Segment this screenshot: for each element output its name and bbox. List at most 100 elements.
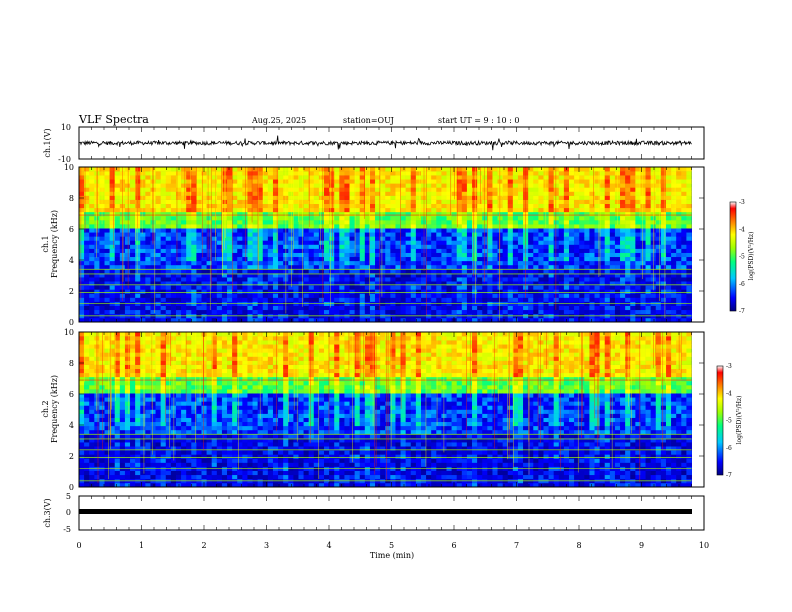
spectrogram-cell (574, 215, 580, 221)
spectrogram-cell (538, 211, 544, 217)
spectrogram-cell (247, 187, 253, 192)
spectrogram-cell (375, 224, 381, 229)
spectrogram-cell (150, 252, 156, 258)
spectrogram-cell (278, 199, 284, 205)
spectrogram-cell (257, 248, 264, 253)
spectrogram-cell (625, 203, 631, 209)
spectrogram-cell (324, 232, 330, 237)
spectrogram-cell (451, 273, 457, 278)
spectrogram-cell (109, 293, 116, 298)
spectrogram-cell (196, 309, 202, 315)
spectrogram-cell (130, 224, 136, 229)
spectrogram-cell (446, 224, 452, 229)
spectrogram-cell (170, 167, 177, 172)
spectrogram-cell (640, 244, 646, 249)
spectrogram-cell (104, 244, 110, 249)
spectrogram-cell (665, 248, 672, 253)
spectrogram-cell (130, 195, 136, 200)
spectrogram-cell (579, 195, 585, 200)
spectrogram-cell (574, 224, 580, 229)
spectrogram-cell (196, 224, 202, 229)
spectrogram-cell (461, 224, 468, 229)
spectrogram-cell (635, 273, 641, 278)
spectrogram-cell (89, 458, 95, 463)
spectrogram-cell (512, 191, 519, 196)
spectrogram-cell (426, 215, 432, 221)
spectrogram-cell (318, 195, 325, 200)
spectrogram-cell (339, 244, 345, 249)
spectrogram-cell (170, 317, 177, 323)
spectrogram-cell (94, 167, 100, 172)
spectrogram-cell (298, 309, 304, 315)
spectrogram-cell (512, 289, 519, 294)
spectrogram-cell (451, 285, 457, 290)
spectrogram-cell (620, 260, 626, 266)
spectrogram-cell (436, 277, 442, 282)
spectrogram-cell (272, 228, 279, 233)
spectrogram-cell (369, 268, 376, 274)
spectrogram-cell (507, 256, 514, 262)
spectrogram-cell (528, 293, 534, 298)
spectrogram-cell (99, 309, 105, 315)
spectrogram-cell (308, 277, 315, 282)
spectrogram-cell (308, 273, 315, 278)
spectrogram-cell (553, 293, 560, 298)
spectrogram-cell (426, 211, 432, 217)
spectrogram-cell (456, 264, 463, 270)
spectrogram-cell (252, 317, 258, 323)
spectrogram-cell (247, 281, 253, 286)
spectrogram-cell (569, 215, 575, 221)
spectrogram-cell (109, 285, 116, 290)
spectrogram-cell (84, 171, 90, 176)
spectrogram-cell (436, 289, 442, 294)
spectrogram-cell (89, 228, 95, 233)
spectrogram-cell (364, 236, 371, 241)
spectrogram-cell (227, 228, 233, 233)
spectrogram-cell (369, 252, 376, 258)
spectrogram-cell (84, 360, 90, 365)
spectrogram-cell (278, 191, 284, 196)
spectrogram-cell (79, 393, 85, 398)
spectrogram-cell (364, 203, 371, 209)
spectrogram-cell (420, 317, 427, 323)
spectrogram-cell (375, 248, 381, 253)
spectrogram-cell (369, 305, 376, 311)
spectrogram-cell (472, 207, 478, 213)
spectrogram-cell (227, 305, 233, 311)
spectrogram-cell (594, 268, 600, 274)
spectrogram-cell (124, 248, 131, 253)
spectrogram-cell (155, 187, 161, 192)
spectrogram-cell (227, 264, 233, 270)
spectrogram-cell (278, 260, 284, 266)
spectrogram-cell (175, 236, 182, 241)
spectrogram-cell (89, 264, 95, 270)
spectrogram-cell (257, 207, 264, 213)
spectrogram-cell (681, 215, 687, 221)
spectrogram-cell (329, 195, 335, 200)
spectrogram-cell (334, 183, 340, 188)
spectrogram-cell (308, 281, 315, 286)
spectrogram-cell (104, 179, 110, 184)
spectrogram-cell (293, 317, 299, 323)
spectrogram-cell (533, 215, 539, 221)
spectrogram-cell (324, 293, 330, 298)
spectrogram-cell (124, 232, 131, 237)
spectrogram-cell (124, 195, 131, 200)
spectrogram-cell (84, 191, 90, 196)
spectrogram-cell (594, 183, 600, 188)
spectrogram-cell (84, 372, 90, 378)
spectrogram-cell (293, 224, 299, 229)
spectrogram-cell (313, 244, 320, 249)
spectrogram-cell (369, 293, 376, 298)
spectrogram-cell (267, 293, 274, 298)
spectrogram-cell (257, 220, 264, 225)
spectrogram-cell (405, 183, 412, 188)
spectrogram-cell (553, 232, 560, 237)
spectrogram-cell (313, 171, 320, 176)
spectrogram-cell (487, 273, 493, 278)
spectrogram-cell (155, 281, 161, 286)
spectrogram-cell (630, 195, 636, 200)
spectrogram-cell (318, 293, 325, 298)
spectrogram-cell (466, 248, 473, 253)
